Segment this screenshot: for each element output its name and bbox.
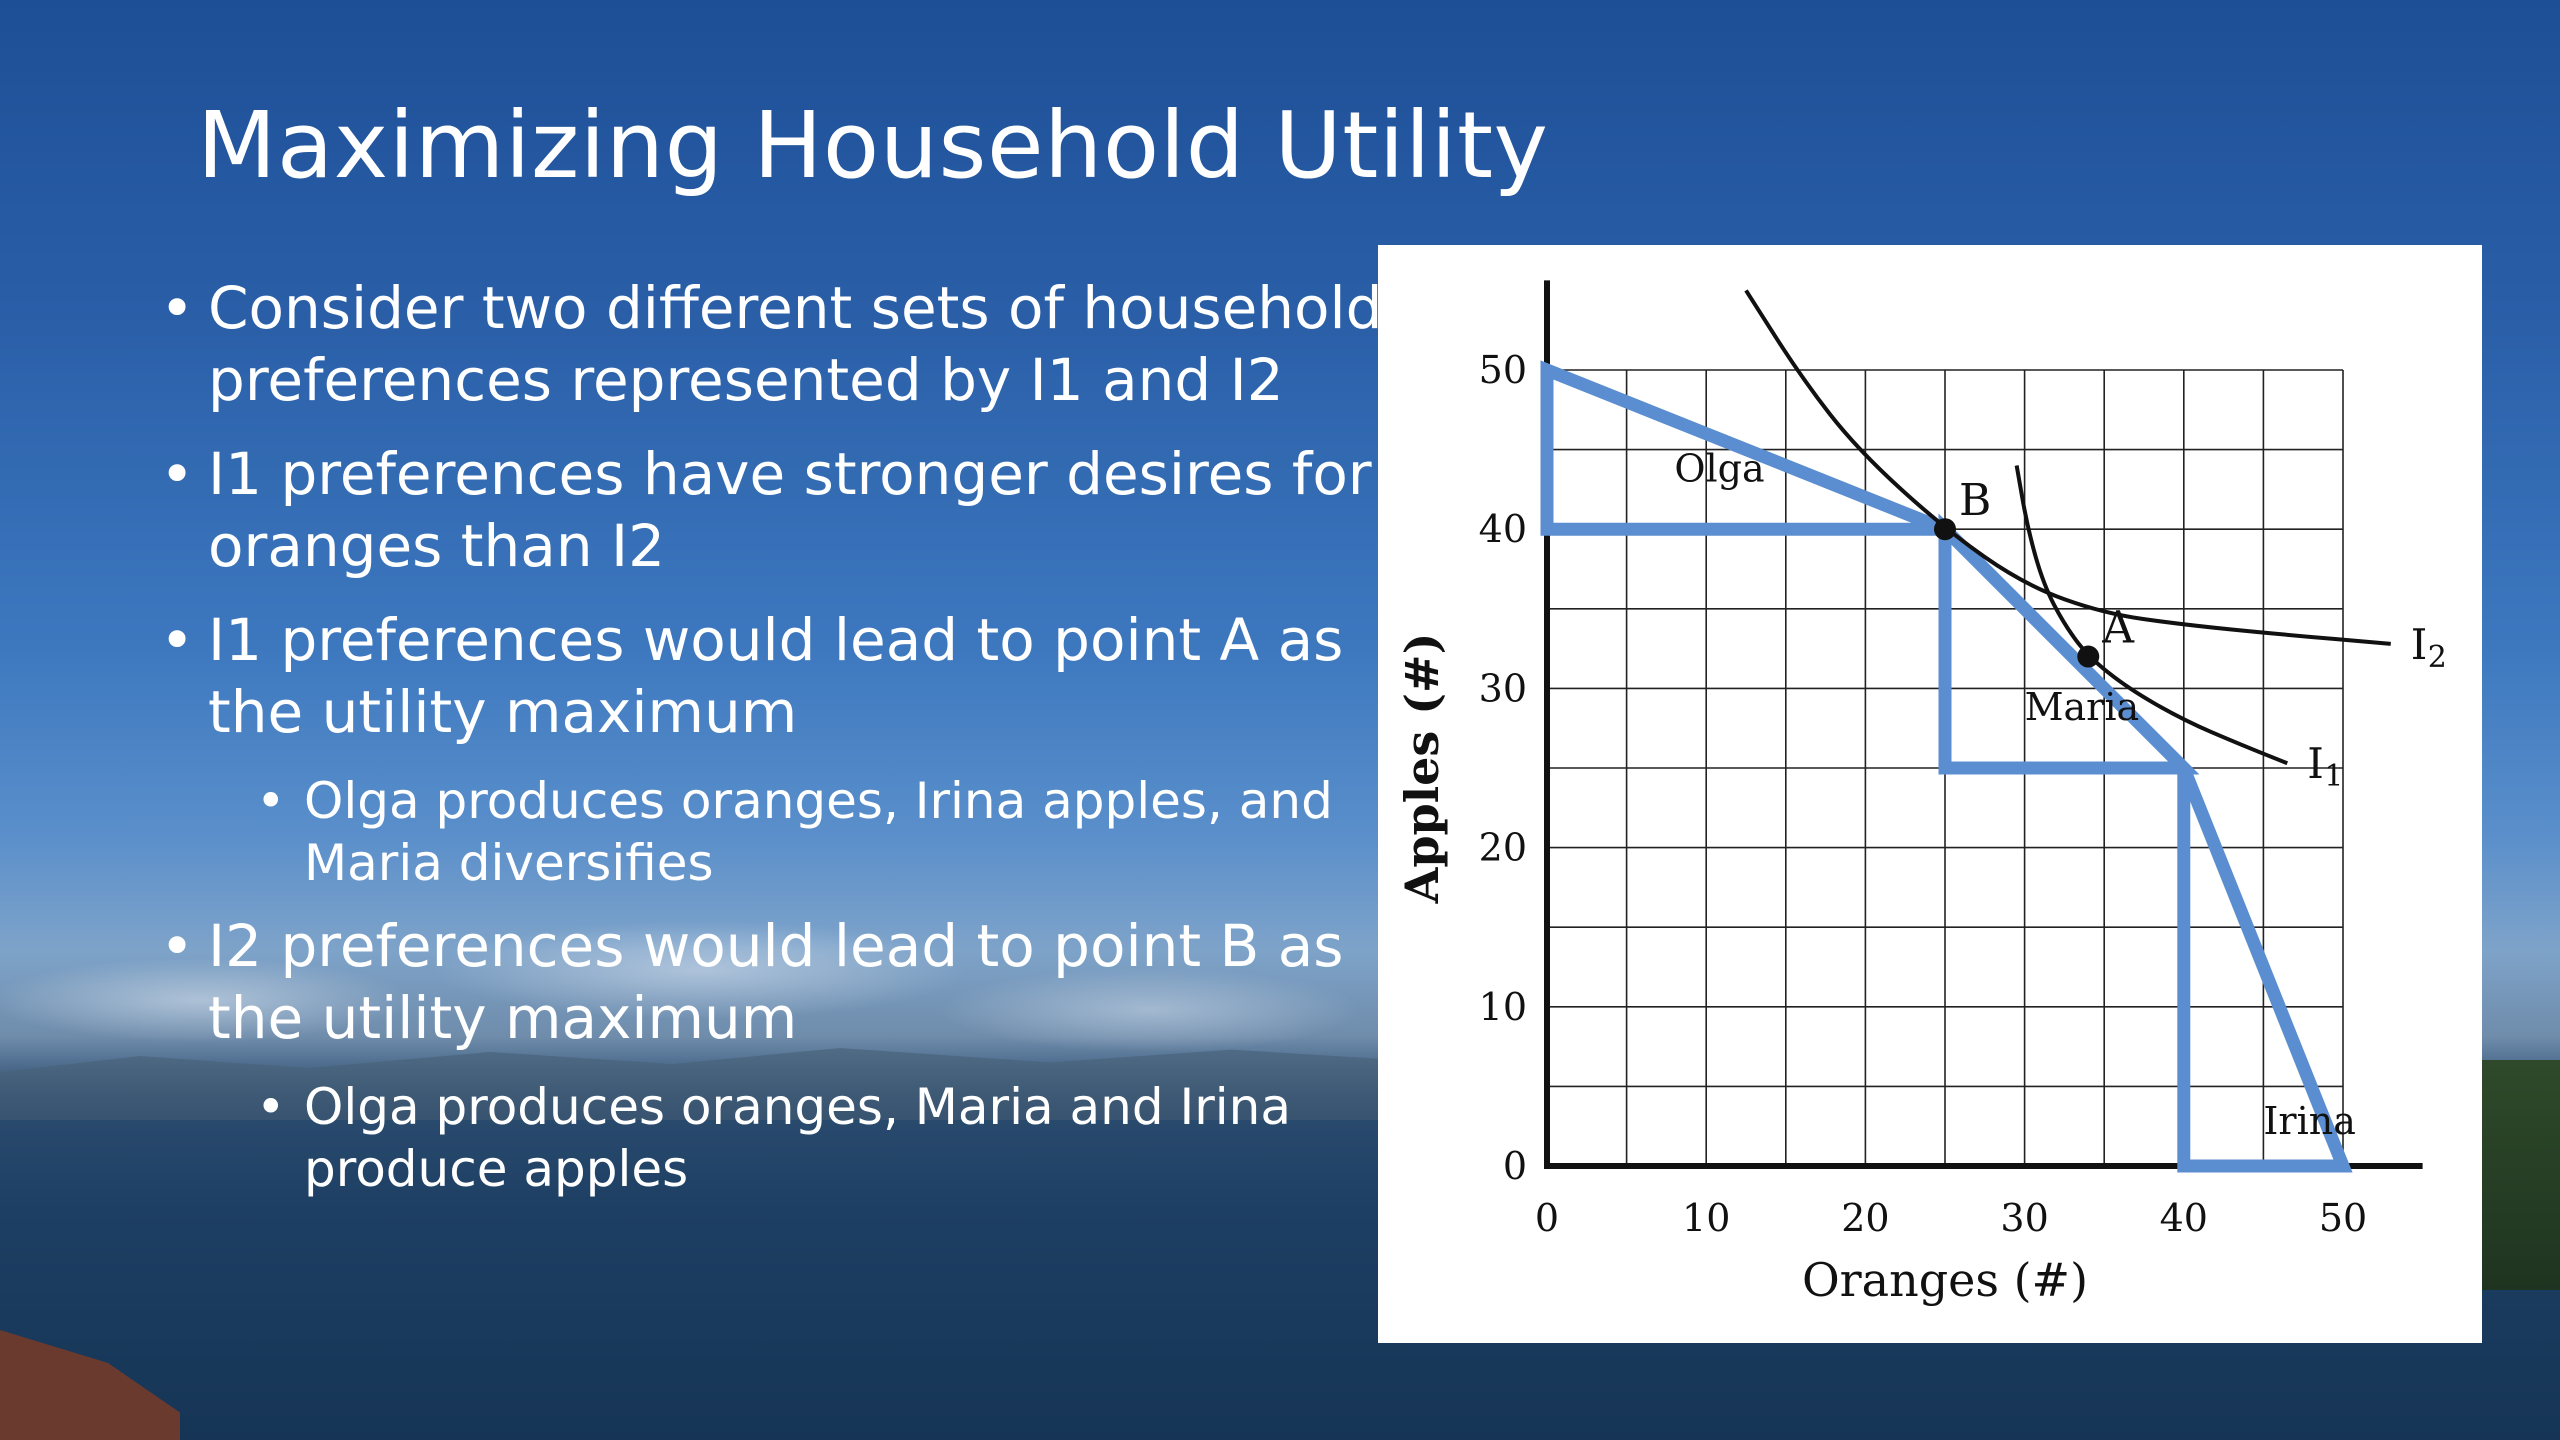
- y-tick-label: 30: [1479, 666, 1527, 710]
- triangle-olga: [1540, 360, 1948, 536]
- bullet-glyph: •: [160, 606, 195, 674]
- point-label-b: B: [1959, 475, 1991, 526]
- background-roof: [0, 1330, 180, 1440]
- y-tick-label: 10: [1479, 985, 1527, 1029]
- sub-bullet-text: Olga produces oranges, Maria and Irina p…: [304, 1078, 1291, 1198]
- bullet-text: I1 preferences would lead to point A as …: [208, 606, 1344, 746]
- bullet-glyph: •: [160, 440, 195, 508]
- bullet-item: • I1 preferences have stronger desires f…: [160, 438, 1390, 582]
- indifference-subscript-i1: 1: [2324, 759, 2343, 794]
- indifference-curve-i1: [2014, 465, 2289, 766]
- slide-title: Maximizing Household Utility: [197, 92, 1549, 199]
- triangle-label-irina: Irina: [2263, 1099, 2355, 1143]
- indifference-curve-i2: [1744, 289, 2391, 646]
- x-tick-label: 30: [2000, 1196, 2048, 1240]
- x-tick-label: 40: [2160, 1196, 2208, 1240]
- y-axis-label: Apples (#): [1395, 633, 1449, 905]
- x-tick-label: 50: [2319, 1196, 2367, 1240]
- bullet-item: • I2 preferences would lead to point B a…: [160, 910, 1390, 1054]
- indifference-label-i1: I: [2307, 739, 2324, 788]
- point-b: [1934, 518, 1956, 541]
- bullet-glyph: •: [160, 912, 195, 980]
- bullet-text: I2 preferences would lead to point B as …: [208, 912, 1344, 1052]
- background-cliff: [2480, 1060, 2560, 1290]
- background-clouds: [0, 880, 1400, 1080]
- y-tick-label: 0: [1503, 1144, 1527, 1188]
- triangle-label-maria: Maria: [2025, 685, 2140, 729]
- indifference-label-i2: I: [2411, 620, 2428, 669]
- indifference-subscript-i2: 2: [2428, 640, 2447, 675]
- triangle-maria: [1938, 513, 2200, 775]
- bullet-glyph: •: [160, 274, 195, 342]
- bullet-glyph: •: [256, 772, 286, 830]
- point-a: [2077, 645, 2100, 668]
- y-tick-label: 20: [1479, 826, 1527, 870]
- sub-bullet-text: Olga produces oranges, Irina apples, and…: [304, 772, 1333, 892]
- triangle-irina: [2177, 765, 2353, 1173]
- bullet-item: • Consider two different sets of househo…: [160, 272, 1390, 416]
- x-tick-label: 10: [1682, 1196, 1730, 1240]
- sub-bullet-item: • Olga produces oranges, Irina apples, a…: [160, 770, 1390, 894]
- y-tick-label: 40: [1479, 507, 1527, 551]
- x-axis-label: Oranges (#): [1802, 1253, 2088, 1307]
- triangle-label-olga: Olga: [1674, 446, 1764, 490]
- x-tick-label: 0: [1535, 1196, 1559, 1240]
- bullet-list: • Consider two different sets of househo…: [160, 272, 1390, 1216]
- y-tick-label: 50: [1479, 348, 1527, 392]
- sub-bullet-item: • Olga produces oranges, Maria and Irina…: [160, 1076, 1390, 1200]
- point-label-a: A: [2101, 603, 2135, 654]
- chart-panel: 0 10 20 30 40 50 0 10 20 30 40 50 Oranges (#) Apples …: [1378, 245, 2482, 1343]
- bullet-text: I1 preferences have stronger desires for…: [208, 440, 1372, 580]
- production-chart: 0 10 20 30 40 50 0 10 20 30 40 50 Oranges (#) Apples …: [1395, 280, 2447, 1307]
- bullet-text: Consider two different sets of household…: [208, 274, 1383, 414]
- bullet-glyph: •: [256, 1078, 286, 1136]
- x-tick-label: 20: [1841, 1196, 1889, 1240]
- bullet-item: • I1 preferences would lead to point A a…: [160, 604, 1390, 748]
